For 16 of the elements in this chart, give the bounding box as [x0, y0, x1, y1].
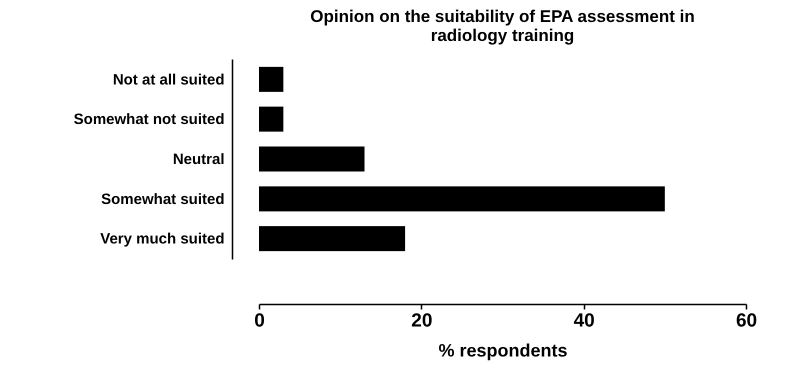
bar	[259, 146, 365, 172]
bar	[259, 186, 665, 212]
chart-title: Opinion on the suitability of EPA assessment in radiology training	[310, 7, 695, 45]
x-tick-label: 20	[411, 310, 432, 332]
bar	[259, 66, 284, 92]
y-tick-label: Very much suited	[100, 230, 224, 248]
x-axis-title: % respondents	[438, 340, 568, 360]
y-tick-label: Somewhat suited	[101, 190, 224, 208]
y-tick-label: Neutral	[172, 151, 224, 168]
x-tick-label: 60	[736, 310, 758, 332]
bar	[259, 226, 406, 252]
y-tick-label: Not at all suited	[112, 71, 224, 88]
y-tick-label: Somewhat not suited	[74, 111, 224, 128]
x-tick-label: 40	[574, 310, 595, 332]
bar	[259, 106, 284, 132]
x-tick-label: 0	[254, 310, 265, 332]
